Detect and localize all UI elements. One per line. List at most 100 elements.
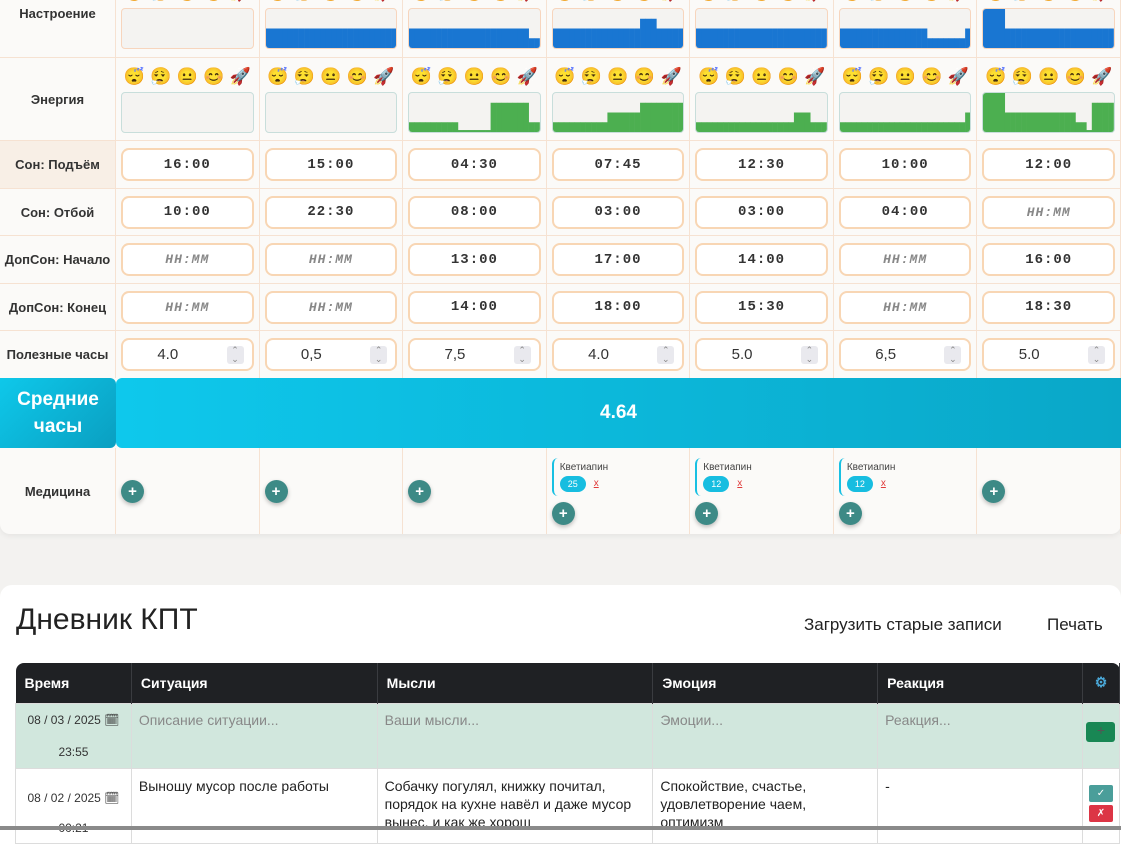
wake-time-input[interactable]: 12:00 (982, 148, 1115, 181)
emoji-option[interactable]: 😐 (895, 0, 916, 4)
emoji-option[interactable]: 🚀 (947, 66, 969, 86)
print-button[interactable]: Печать (1047, 615, 1103, 634)
emoji-option[interactable]: 😊 (1064, 66, 1086, 86)
nap-end-input[interactable]: HH:MM (121, 290, 254, 324)
emoji-option[interactable]: 😊 (490, 66, 512, 86)
emoji-option[interactable]: 😮‍💨 (868, 0, 889, 4)
emotion-input[interactable]: Эмоции... (652, 702, 879, 769)
spinner-icon[interactable]: ⌃ ⌄ (370, 345, 388, 364)
useful-hours-input[interactable]: 7,5 ⌃ ⌄ (408, 338, 541, 371)
add-entry-button[interactable]: + (1086, 721, 1116, 742)
emoji-option[interactable]: 😐 (463, 66, 485, 86)
useful-hours-input[interactable]: 5.0 ⌃ ⌄ (982, 338, 1115, 371)
nap-end-input[interactable]: 18:30 (982, 290, 1115, 324)
wake-time-input[interactable]: 07:45 (551, 148, 685, 181)
emoji-option[interactable]: 😊 (921, 0, 942, 4)
nap-start-input[interactable]: HH:MM (264, 243, 398, 276)
emoji-option[interactable]: 🚀 (373, 0, 394, 4)
emoji-option[interactable]: 😴 (985, 66, 1007, 86)
nap-end-input[interactable]: 15:30 (695, 290, 828, 324)
emoji-option[interactable]: 😴 (411, 0, 432, 4)
nap-start-input[interactable]: 13:00 (408, 243, 541, 276)
useful-hours-input[interactable]: 6,5 ⌃ ⌄ (838, 338, 972, 371)
emoji-option[interactable]: 🚀 (1091, 66, 1113, 86)
spinner-icon[interactable]: ⌃ ⌄ (800, 345, 818, 364)
emoji-option[interactable]: 😐 (177, 0, 198, 4)
nap-start-input[interactable]: 16:00 (982, 243, 1115, 276)
emoji-option[interactable]: 😴 (842, 0, 863, 4)
emoji-option[interactable]: 😴 (554, 66, 576, 86)
bed-time-input[interactable]: 10:00 (121, 195, 254, 229)
emoji-option[interactable]: 😐 (320, 0, 341, 4)
remove-medication-button[interactable]: x (593, 478, 599, 489)
emoji-option[interactable]: 😮‍💨 (150, 66, 172, 86)
situation-cell[interactable]: Выношу мусор после работы (130, 767, 378, 844)
nap-start-input[interactable]: 17:00 (551, 243, 685, 276)
emoji-option[interactable]: 🚀 (373, 66, 395, 86)
emoji-option[interactable]: 😮‍💨 (581, 0, 602, 4)
spinner-icon[interactable]: ⌃ ⌄ (657, 345, 675, 364)
calendar-icon[interactable]: 🗓 (104, 712, 120, 727)
emoji-option[interactable]: 😮‍💨 (437, 66, 459, 86)
reaction-input[interactable]: Реакция... (877, 702, 1083, 769)
useful-hours-input[interactable]: 0,5 ⌃ ⌄ (264, 338, 398, 371)
reaction-cell[interactable]: - (877, 767, 1083, 844)
nap-start-input[interactable]: HH:MM (121, 243, 254, 276)
emoji-option[interactable]: 😮‍💨 (868, 66, 890, 86)
emoji-option[interactable]: 😊 (777, 0, 798, 4)
emoji-option[interactable]: 😊 (347, 0, 368, 4)
emoji-option[interactable]: 😮‍💨 (293, 66, 315, 86)
emoji-option[interactable]: 😐 (464, 0, 485, 4)
emoji-option[interactable]: 😐 (320, 66, 342, 86)
emoji-option[interactable]: 😴 (697, 66, 720, 86)
add-medication-button[interactable]: + (982, 479, 1006, 503)
emoji-option[interactable]: 😮‍💨 (437, 0, 458, 4)
emoji-option[interactable]: 🚀 (660, 66, 682, 86)
emoji-option[interactable]: 😐 (607, 66, 629, 86)
add-medication-button[interactable]: + (408, 479, 432, 503)
emoji-option[interactable]: 🚀 (804, 0, 825, 4)
calendar-icon[interactable]: 🗓 (104, 790, 120, 805)
nap-end-input[interactable]: HH:MM (264, 290, 398, 324)
situation-input[interactable]: Описание ситуации... (130, 702, 378, 769)
add-medication-button[interactable]: + (838, 501, 862, 525)
emoji-option[interactable]: 🚀 (516, 66, 538, 86)
spinner-icon[interactable]: ⌃ ⌄ (226, 345, 244, 364)
wake-time-input[interactable]: 15:00 (264, 148, 398, 181)
spinner-icon[interactable]: ⌃ ⌄ (944, 345, 962, 364)
remove-medication-button[interactable]: x (880, 478, 886, 489)
nap-end-input[interactable]: 18:00 (551, 290, 685, 324)
emoji-option[interactable]: 🚀 (229, 66, 251, 86)
emoji-option[interactable]: 🚀 (948, 0, 969, 4)
emoji-option[interactable]: 😐 (176, 66, 198, 86)
load-old-records-button[interactable]: Загрузить старые записи (804, 615, 1002, 634)
emoji-option[interactable]: 🚀 (517, 0, 538, 4)
bed-time-input[interactable]: 03:00 (551, 195, 685, 229)
emoji-option[interactable]: 😴 (698, 0, 719, 4)
spinner-icon[interactable]: ⌃ ⌄ (1087, 345, 1105, 364)
nap-start-input[interactable]: HH:MM (838, 243, 972, 276)
emoji-option[interactable]: 😮‍💨 (150, 0, 171, 4)
emoji-option[interactable]: 😴 (123, 66, 145, 86)
emoji-option[interactable]: 😊 (633, 66, 656, 86)
emoji-option[interactable]: 😮‍💨 (1012, 0, 1033, 4)
emotion-cell[interactable]: Спокойствие, счастье, удовлетворение чае… (652, 767, 879, 844)
bed-time-input[interactable]: 08:00 (408, 195, 541, 229)
emoji-option[interactable]: 😐 (1038, 66, 1060, 86)
emoji-option[interactable]: 😐 (894, 66, 916, 86)
delete-entry-button[interactable]: ✗ (1088, 804, 1113, 822)
useful-hours-input[interactable]: 5.0 ⌃ ⌄ (695, 338, 828, 371)
add-medication-button[interactable]: + (121, 479, 144, 503)
nap-end-input[interactable]: HH:MM (838, 290, 972, 324)
nap-start-input[interactable]: 14:00 (695, 243, 828, 276)
horizontal-scrollbar[interactable] (0, 826, 1121, 830)
bed-time-input[interactable]: 03:00 (695, 195, 828, 229)
emoji-option[interactable]: 😴 (554, 0, 575, 4)
bed-time-input[interactable]: 22:30 (264, 195, 398, 229)
thoughts-cell[interactable]: Собачку погулял, книжку почитал, порядок… (376, 767, 654, 844)
bed-time-input[interactable]: 04:00 (838, 195, 972, 229)
emoji-option[interactable]: 🚀 (660, 0, 681, 4)
wake-time-input[interactable]: 10:00 (838, 148, 972, 181)
emoji-option[interactable]: 😊 (203, 0, 224, 4)
remove-medication-button[interactable]: x (737, 478, 743, 489)
